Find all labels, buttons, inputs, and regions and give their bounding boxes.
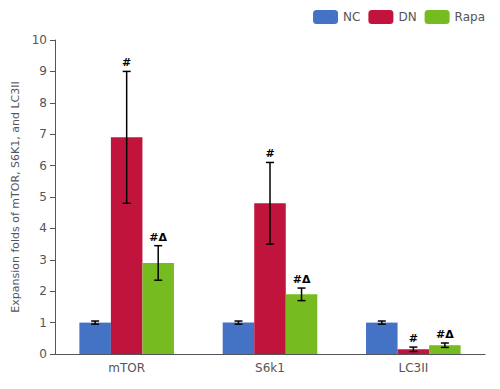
svg-text:8: 8: [39, 96, 47, 110]
svg-text:#: #: [265, 147, 274, 160]
svg-text:Expansion folds of mTOR, S6K1,: Expansion folds of mTOR, S6K1, and LC3II: [9, 81, 22, 313]
svg-text:3: 3: [39, 253, 47, 267]
svg-text:DN: DN: [398, 10, 416, 24]
svg-text:mTOR: mTOR: [108, 361, 145, 375]
svg-text:6: 6: [39, 159, 47, 173]
svg-text:1: 1: [39, 316, 47, 330]
svg-text:LC3II: LC3II: [398, 361, 428, 375]
svg-text:9: 9: [39, 64, 47, 78]
svg-text:4: 4: [39, 221, 47, 235]
svg-text:S6k1: S6k1: [255, 361, 285, 375]
svg-text:2: 2: [39, 284, 47, 298]
svg-text:0: 0: [39, 347, 47, 361]
svg-text:#: #: [122, 56, 131, 69]
svg-text:#Δ: #Δ: [149, 231, 167, 244]
svg-text:Rapa: Rapa: [455, 10, 485, 24]
svg-text:#Δ: #Δ: [436, 328, 454, 341]
svg-text:NC: NC: [343, 10, 360, 24]
svg-text:#Δ: #Δ: [293, 273, 311, 286]
svg-text:10: 10: [32, 33, 47, 47]
svg-text:#: #: [409, 332, 418, 345]
svg-text:7: 7: [39, 127, 47, 141]
svg-text:5: 5: [39, 190, 47, 204]
